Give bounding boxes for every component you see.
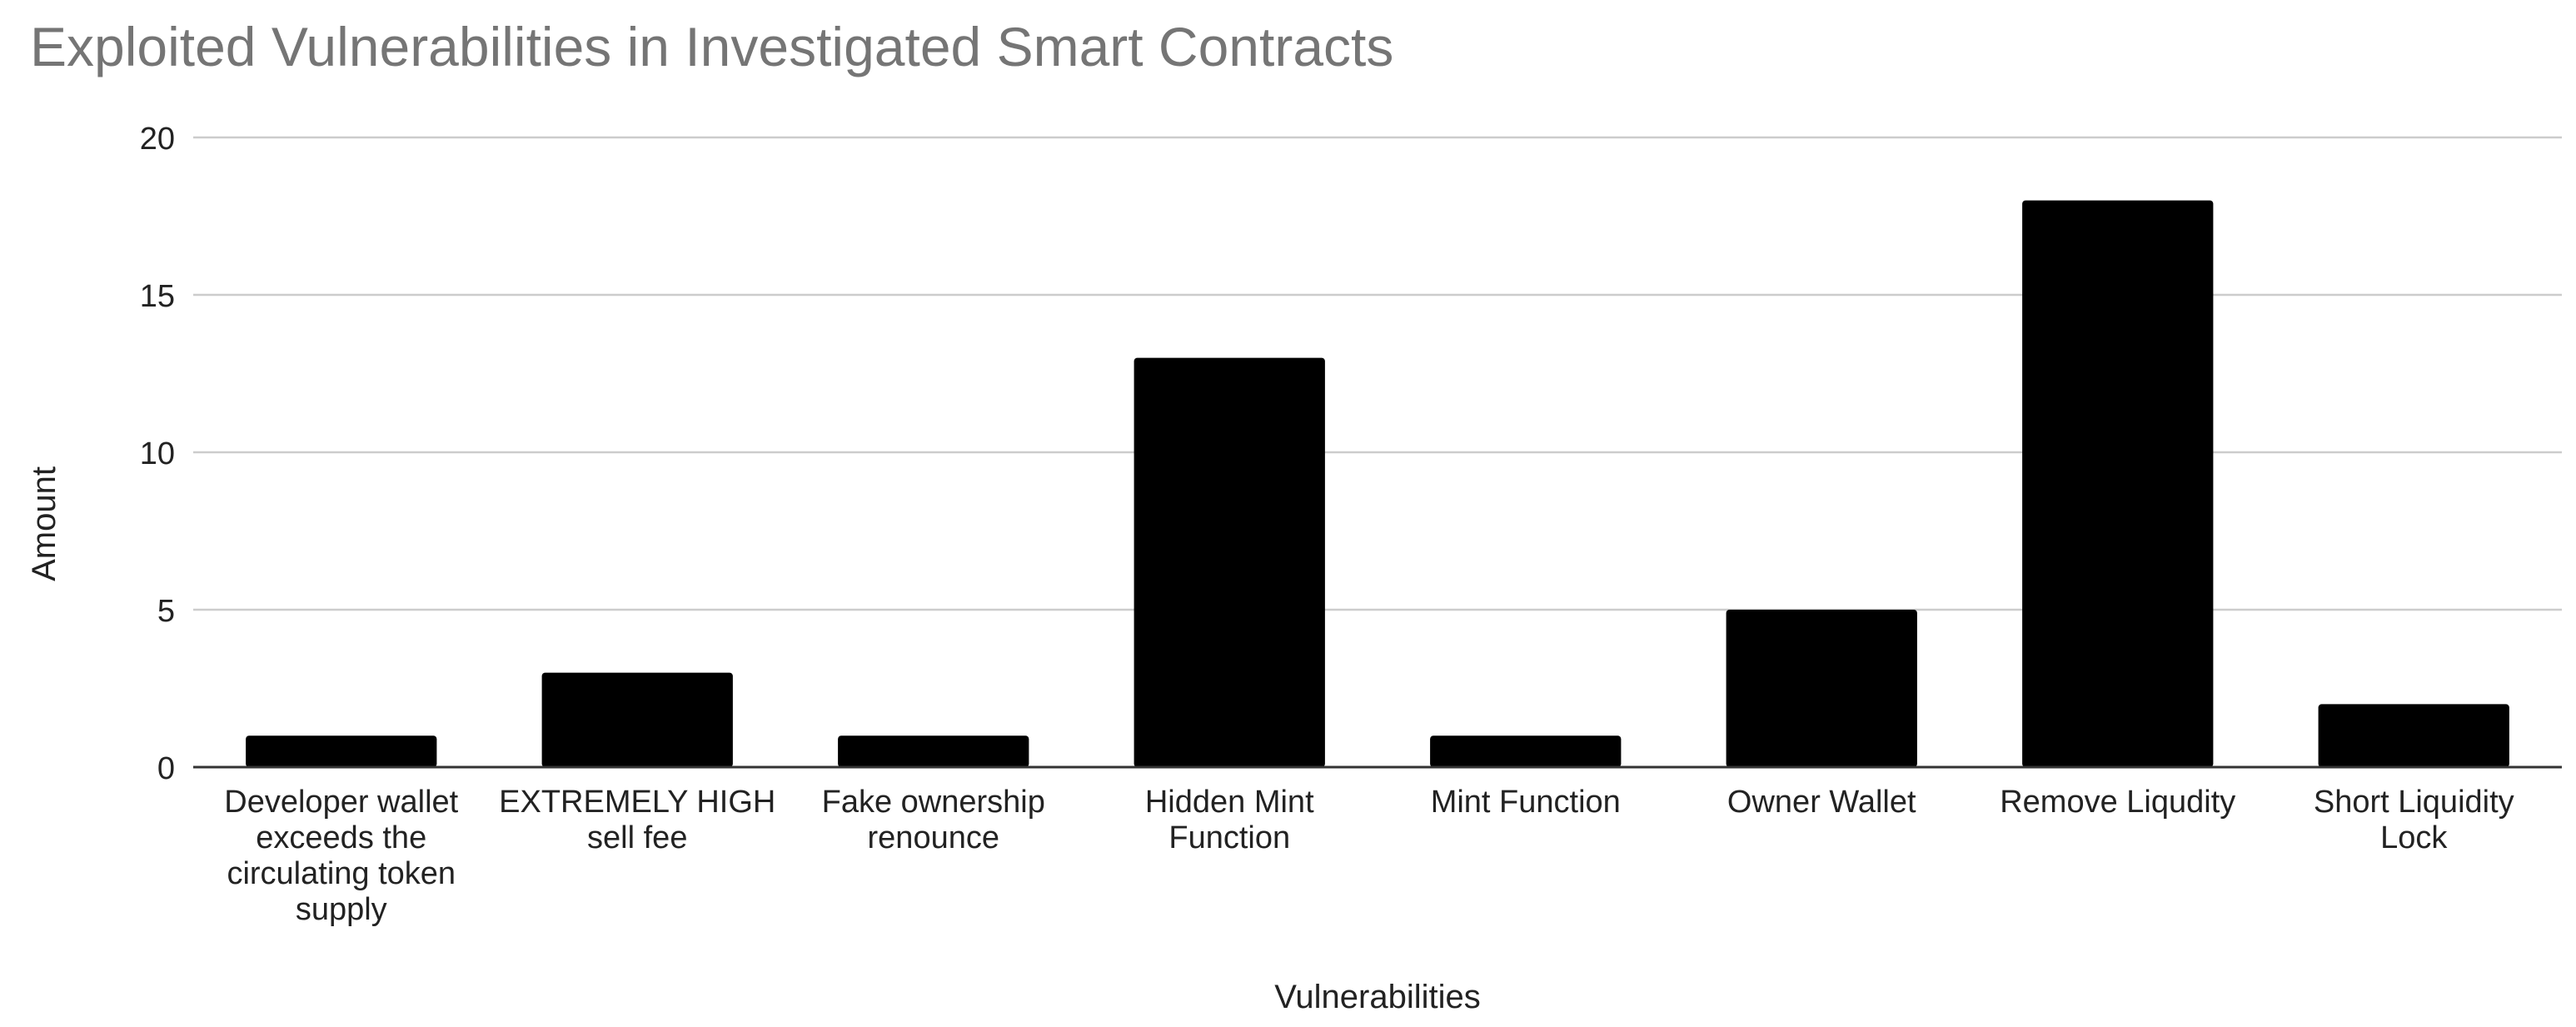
y-tick-label: 15 <box>140 279 175 314</box>
bars <box>246 200 2509 768</box>
bar <box>838 735 1029 767</box>
x-tick-label: Hidden Mint Function <box>1145 785 1314 855</box>
x-tick-label: Short Liquidity Lock <box>2314 785 2514 855</box>
x-tick-label: Owner Wallet <box>1727 785 1916 820</box>
x-tick-label: Fake ownership renounce <box>822 785 1045 855</box>
bar <box>246 735 437 767</box>
chart-title: Exploited Vulnerabilities in Investigate… <box>30 16 1394 77</box>
y-tick-label: 5 <box>157 594 175 629</box>
bar <box>1726 610 1917 767</box>
bar <box>541 672 733 767</box>
y-tick-label: 0 <box>157 751 175 786</box>
labels: 0 5 10 15 20 Developer wallet exceeds the circu… <box>26 122 2514 1015</box>
x-tick-label: Developer wallet exceeds the circulating t… <box>224 785 458 927</box>
x-tick-label: Mint Function <box>1431 785 1621 820</box>
bar <box>2318 704 2509 767</box>
bar <box>1134 357 1325 767</box>
bar <box>2022 200 2214 768</box>
x-axis-label: Vulnerabilities <box>1274 979 1481 1015</box>
y-tick-label: 20 <box>140 122 175 157</box>
bar <box>1430 735 1622 767</box>
x-tick-label: EXTREMELY HIGH sell fee <box>499 785 775 855</box>
x-tick-label: Remove Liqudity <box>2000 785 2235 820</box>
y-tick-label: 10 <box>140 436 175 471</box>
y-axis-label: Amount <box>26 466 62 581</box>
